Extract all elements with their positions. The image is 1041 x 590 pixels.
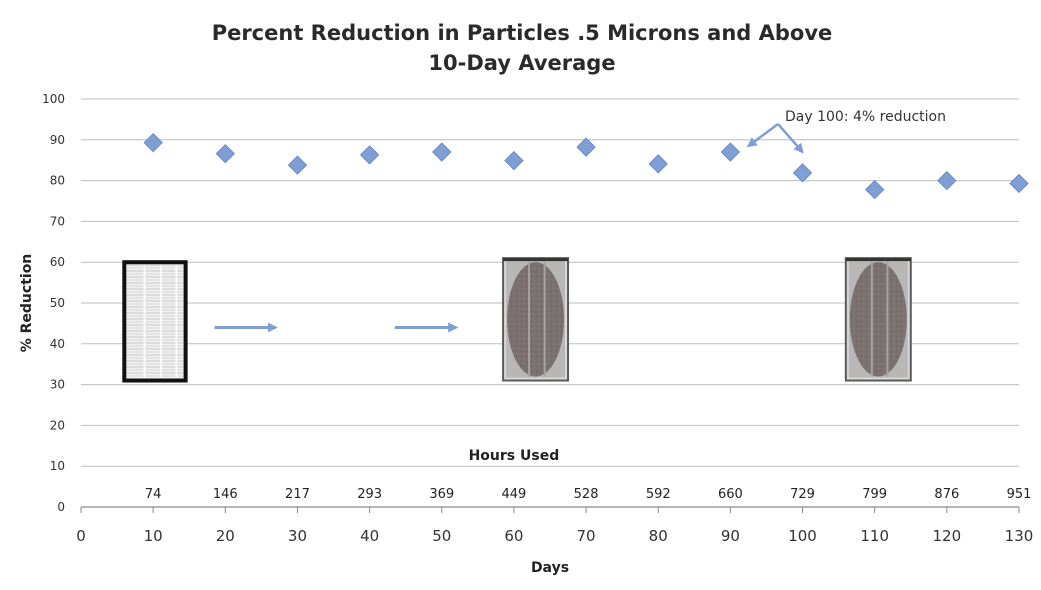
data-point <box>504 150 524 171</box>
chart-title-line1: Percent Reduction in Particles .5 Micron… <box>212 21 833 45</box>
hours-value: 449 <box>502 487 527 502</box>
hours-value: 660 <box>718 487 743 502</box>
y-tick-label: 80 <box>50 174 65 188</box>
hours-value: 217 <box>285 487 310 502</box>
annotation-arrow <box>777 123 804 154</box>
x-tick-label: 70 <box>577 527 596 545</box>
data-point <box>648 154 668 174</box>
y-tick-label: 30 <box>50 378 65 392</box>
x-tick-label: 120 <box>933 527 962 545</box>
hours-value: 799 <box>862 487 887 502</box>
x-tick-label: 110 <box>860 527 889 545</box>
y-tick-label: 90 <box>50 133 65 147</box>
data-point <box>864 179 885 200</box>
hours-value: 74 <box>145 487 162 502</box>
data-point <box>215 143 236 164</box>
y-tick-labels: 0 10 20 30 40 50 60 70 80 90 100 <box>42 92 65 514</box>
y-tick-label: 40 <box>50 337 65 351</box>
data-point <box>792 163 813 183</box>
y-tick-label: 100 <box>42 92 65 106</box>
annotation-text: Day 100: 4% reduction <box>785 109 946 125</box>
hours-value: 528 <box>574 487 599 502</box>
x-tick-label: 130 <box>1005 527 1034 545</box>
x-tick-label: 90 <box>721 527 740 545</box>
y-axis-label: % Reduction <box>19 254 35 353</box>
data-point <box>287 155 308 175</box>
x-tick-label: 40 <box>360 527 379 545</box>
x-tick-label: 10 <box>144 527 163 545</box>
data-point <box>937 170 957 191</box>
y-tick-label: 60 <box>50 255 65 269</box>
data-point <box>576 137 596 157</box>
hours-value: 369 <box>429 487 454 502</box>
x-axis-label: Days <box>531 560 569 576</box>
data-point <box>720 142 741 162</box>
filter-images <box>122 257 912 383</box>
x-tick-label: 60 <box>504 527 523 545</box>
x-tick-label: 0 <box>76 527 86 545</box>
data-point <box>1009 173 1029 194</box>
hours-value: 729 <box>790 487 815 502</box>
hours-used-label: Hours Used <box>469 448 560 464</box>
y-tick-label: 20 <box>50 418 65 432</box>
y-tick-label: 70 <box>50 214 65 228</box>
data-point <box>432 142 452 162</box>
x-tick-label: 30 <box>288 527 307 545</box>
annotation-arrow <box>746 122 779 148</box>
y-tick-label: 0 <box>57 500 65 514</box>
data-point <box>359 145 380 165</box>
hours-value: 876 <box>934 487 959 502</box>
x-tick-label: 20 <box>216 527 235 545</box>
hours-used-row: 74 146 217 293 369 449 528 592 660 729 799 876 951 <box>145 487 1032 502</box>
y-tick-label: 50 <box>50 296 65 310</box>
hours-value: 146 <box>213 487 238 502</box>
used-filter-mid-image <box>502 257 570 382</box>
annotation: Day 100: 4% reduction <box>746 109 946 154</box>
hours-value: 293 <box>357 487 382 502</box>
chart-title-line2: 10-Day Average <box>428 51 615 75</box>
y-tick-label: 10 <box>50 459 65 473</box>
x-tick-labels: 0 10 20 30 40 50 60 70 80 90 100 110 120 130 <box>76 527 1033 545</box>
x-tick-label: 80 <box>649 527 668 545</box>
hours-value: 951 <box>1007 487 1032 502</box>
hours-value: 592 <box>646 487 671 502</box>
used-filter-end-image <box>844 257 912 382</box>
x-tick-label: 100 <box>788 527 817 545</box>
x-tick-label: 50 <box>432 527 451 545</box>
data-point <box>143 132 163 153</box>
new-filter-image <box>122 260 188 383</box>
data-points <box>143 132 1029 200</box>
